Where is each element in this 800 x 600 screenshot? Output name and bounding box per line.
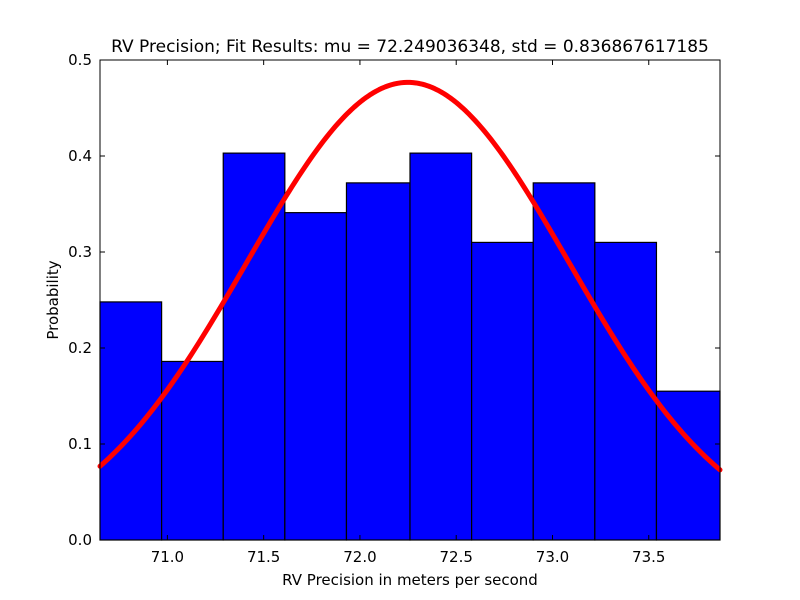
chart-title: RV Precision; Fit Results: mu = 72.24903…: [111, 37, 709, 57]
x-tick-label: 72.5: [440, 548, 473, 566]
x-tick-label: 71.5: [247, 548, 280, 566]
histogram-bar: [284, 212, 348, 541]
histogram-bars: [99, 152, 721, 541]
histogram-bar: [594, 241, 658, 541]
histogram-bar: [99, 301, 163, 541]
plot-frame: [99, 59, 721, 541]
x-tick-label: 73.0: [536, 548, 569, 566]
x-tick-label: 73.5: [632, 548, 665, 566]
histogram-bar: [409, 152, 473, 541]
histogram-bar: [345, 182, 411, 541]
y-tick-label: 0.4: [68, 147, 92, 165]
x-axis-label: RV Precision in meters per second: [282, 571, 538, 589]
histogram-bar: [161, 360, 224, 541]
y-axis-ticks: 0.0 0.1 0.2 0.3 0.4 0.5: [68, 51, 720, 549]
y-tick-label: 0.2: [68, 339, 92, 357]
y-tick-label: 0.5: [68, 51, 92, 69]
fit-curve: [97, 79, 723, 473]
y-axis-label: Probability: [44, 260, 62, 339]
y-tick-label: 0.1: [68, 435, 92, 453]
x-tick-label: 72.0: [343, 548, 376, 566]
x-axis-ticks: 71.0 71.5 72.0 72.5 73.0 73.5: [151, 60, 665, 566]
y-tick-label: 0.3: [68, 243, 92, 261]
histogram-bar: [532, 182, 596, 541]
histogram-bar: [471, 241, 534, 541]
y-tick-label: 0.0: [68, 531, 92, 549]
x-tick-label: 71.0: [151, 548, 184, 566]
